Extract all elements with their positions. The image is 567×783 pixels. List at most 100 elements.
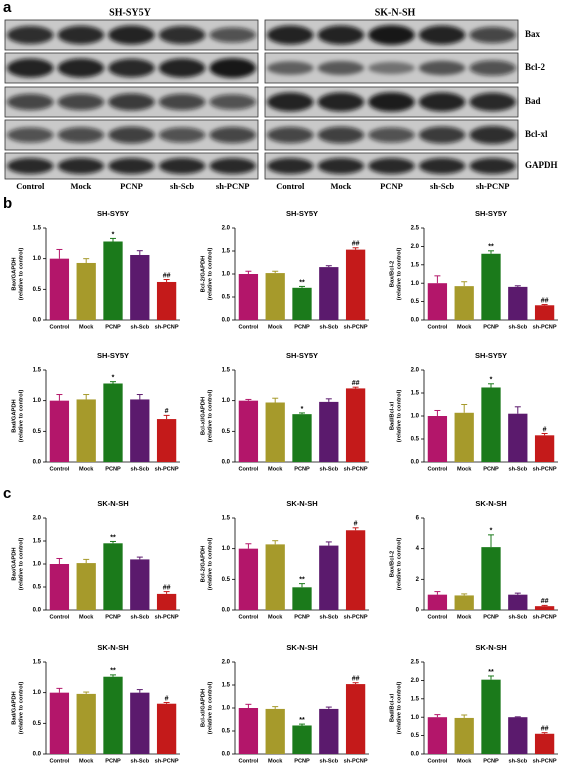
y-tick-label: 1.5	[33, 368, 42, 374]
bar	[534, 733, 555, 754]
x-tick-label: Mock	[457, 758, 472, 764]
blot-band	[57, 93, 105, 111]
x-tick-label: sh-Scb	[130, 324, 149, 330]
y-tick-label: 2.0	[411, 678, 420, 684]
y-tick-label: 1.5	[222, 249, 231, 255]
bar	[427, 416, 448, 462]
y-tick-label: 2.0	[411, 244, 420, 250]
y-tick-label: 1.5	[33, 226, 42, 232]
x-tick-label: PCNP	[105, 466, 121, 472]
blot-band	[267, 158, 314, 174]
y-axis-label: Bcl-2/GAPDH	[201, 546, 207, 583]
significance-label: #	[165, 408, 169, 415]
x-tick-label: sh-Scb	[508, 758, 527, 764]
blot-band	[418, 126, 466, 144]
x-tick-label: sh-Scb	[508, 324, 527, 330]
x-tick-label: Mock	[79, 758, 94, 764]
y-tick-label: 0	[416, 608, 420, 614]
y-tick-label: 0.0	[33, 318, 42, 324]
y-tick-label: 1.0	[33, 562, 42, 568]
bar	[345, 388, 366, 462]
protein-label: GAPDH	[525, 160, 558, 170]
chart-title: SH-SY5Y	[286, 351, 318, 360]
bar	[130, 559, 150, 610]
x-tick-label: sh-PCNP	[533, 758, 557, 764]
blot-band	[317, 61, 365, 75]
blot-band	[469, 60, 516, 76]
chart-title: SH-SY5Y	[475, 351, 507, 360]
blot-band	[469, 158, 516, 174]
y-tick-label: 1.0	[222, 546, 231, 552]
blot-band	[368, 158, 415, 174]
bar	[130, 399, 150, 462]
y-axis-label: (relative to control)	[397, 390, 403, 443]
blot-title: SH-SY5Y	[109, 7, 151, 18]
x-tick-label: PCNP	[294, 758, 310, 764]
bar	[265, 273, 285, 320]
bar	[481, 387, 501, 462]
y-tick-label: 1.0	[411, 715, 420, 721]
bar	[156, 419, 177, 462]
blot-band	[57, 58, 105, 78]
x-tick-label: Control	[427, 466, 447, 472]
y-tick-label: 2.0	[33, 516, 42, 522]
y-tick-label: 0.0	[33, 608, 42, 614]
protein-label: Bcl-xl	[525, 129, 548, 139]
lane-label: sh-Scb	[170, 181, 194, 191]
y-tick-label: 0.0	[33, 460, 42, 466]
x-tick-label: sh-PCNP	[533, 324, 557, 330]
y-axis-label: Bax/Bcl-2	[390, 261, 396, 287]
significance-label: **	[299, 576, 305, 583]
x-tick-label: Control	[49, 324, 69, 330]
bar	[508, 286, 528, 320]
y-tick-label: 0.0	[222, 318, 231, 324]
x-tick-label: Control	[49, 466, 69, 472]
y-tick-label: 2.0	[222, 226, 231, 232]
significance-label: **	[110, 668, 116, 675]
blot-band	[108, 126, 155, 144]
y-axis-label: (relative to control)	[208, 390, 214, 443]
significance-label: **	[488, 669, 494, 676]
y-tick-label: 2.0	[222, 660, 231, 666]
x-tick-label: Control	[238, 466, 258, 472]
blot-band	[368, 61, 415, 75]
bar	[156, 281, 177, 320]
x-tick-label: sh-PCNP	[533, 614, 557, 620]
y-tick-label: 1.0	[411, 414, 420, 420]
blot-band	[209, 126, 256, 144]
bar	[454, 286, 474, 320]
blot-band	[267, 25, 314, 45]
x-tick-label: sh-Scb	[508, 614, 527, 620]
chart-title: SH-SY5Y	[97, 209, 129, 218]
lane-label: PCNP	[380, 181, 403, 191]
y-tick-label: 1.0	[222, 398, 231, 404]
panel-label: b	[3, 195, 12, 212]
y-axis-label: Bad/Bcl-xl	[390, 401, 396, 430]
bar	[130, 692, 150, 754]
blot-band	[317, 158, 365, 174]
blot-title: SK-N-SH	[375, 7, 416, 18]
significance-label: **	[299, 279, 305, 286]
significance-label: *	[301, 406, 304, 413]
bar	[76, 693, 96, 754]
x-tick-label: Control	[238, 758, 258, 764]
bar	[454, 595, 474, 610]
chart-title: SH-SY5Y	[475, 209, 507, 218]
blot-band	[158, 26, 206, 44]
y-axis-label: Bcl-xl/GAPDH	[201, 689, 207, 727]
y-tick-label: 0.5	[33, 429, 42, 435]
blot-band	[418, 60, 466, 76]
y-tick-label: 0.5	[222, 729, 231, 735]
bar	[508, 717, 528, 754]
x-tick-label: PCNP	[105, 614, 121, 620]
x-tick-label: sh-Scb	[319, 614, 338, 620]
significance-label: *	[490, 528, 493, 535]
blot-band	[418, 25, 466, 45]
x-tick-label: PCNP	[483, 324, 499, 330]
blot-band	[267, 126, 314, 144]
significance-label: ##	[541, 598, 549, 605]
blot-band	[317, 25, 365, 45]
blot-band	[469, 126, 516, 144]
bar	[49, 400, 70, 462]
y-tick-label: 1.0	[33, 398, 42, 404]
